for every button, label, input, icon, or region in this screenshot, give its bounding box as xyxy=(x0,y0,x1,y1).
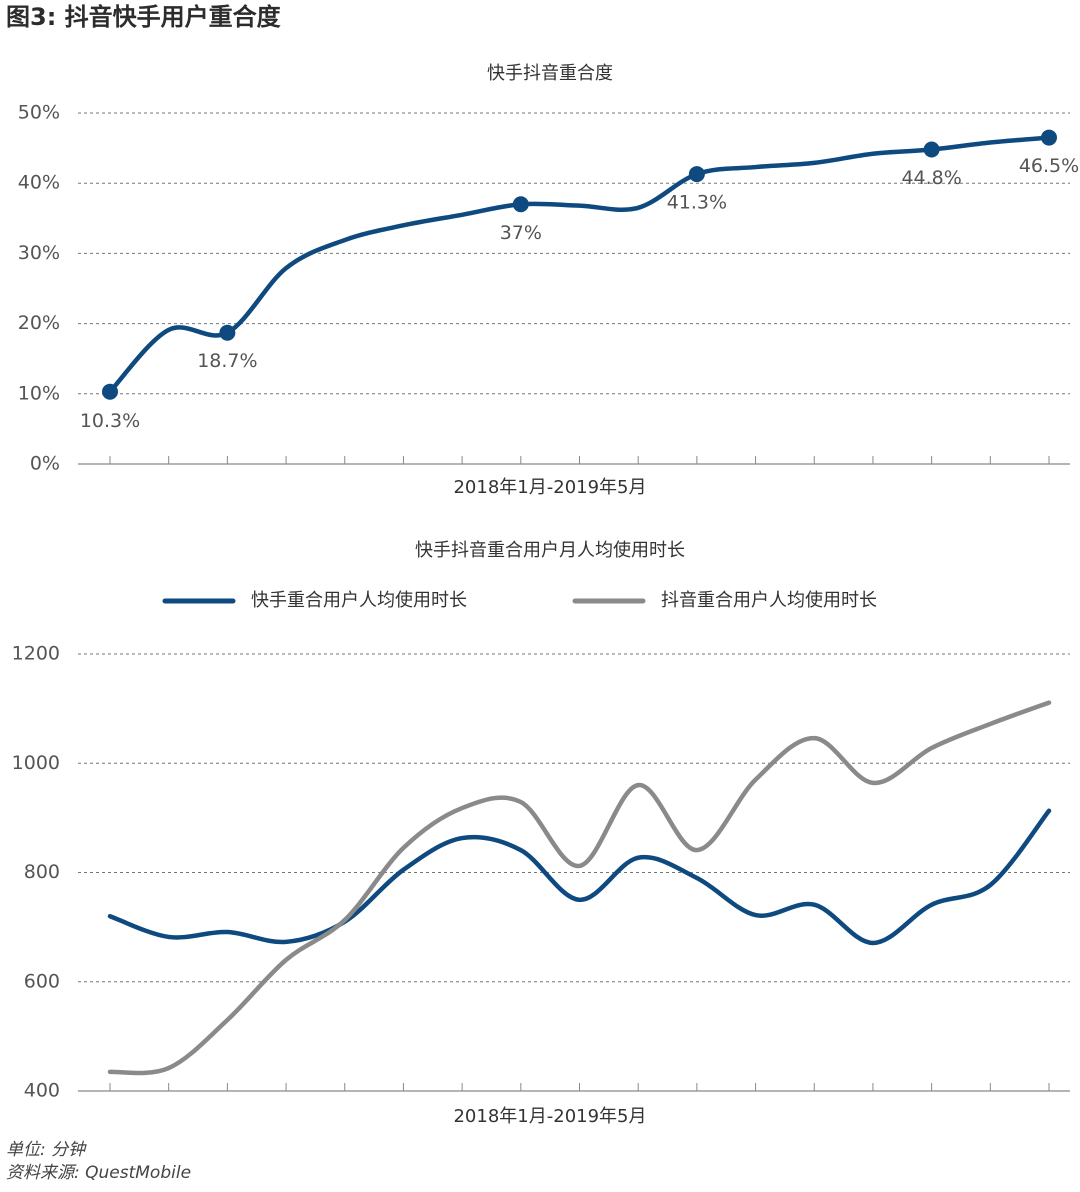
y-tick-label: 600 xyxy=(24,970,60,992)
y-tick-label: 30% xyxy=(18,242,60,264)
unit-note: 单位: 分钟 xyxy=(6,1140,87,1160)
figure-title: 图3: 抖音快手用户重合度 xyxy=(6,3,282,31)
data-marker xyxy=(1041,129,1057,146)
series-line xyxy=(107,700,1052,1076)
y-tick-label: 20% xyxy=(18,312,60,334)
y-tick-label: 400 xyxy=(24,1080,60,1102)
x-axis-label: 2018年1月-2019年5月 xyxy=(453,477,646,498)
y-tick-label: 40% xyxy=(18,172,60,194)
y-tick-label: 10% xyxy=(18,382,60,404)
data-label: 44.8% xyxy=(901,167,961,189)
source-note: 资料来源: QuestMobile xyxy=(6,1163,191,1183)
data-marker xyxy=(102,383,118,400)
legend-label: 快手重合用户人均使用时长 xyxy=(251,590,467,611)
y-tick-label: 1200 xyxy=(12,643,60,665)
y-tick-label: 1000 xyxy=(12,752,60,774)
series-line xyxy=(107,808,1052,946)
data-marker xyxy=(688,166,705,183)
data-marker xyxy=(219,324,236,341)
x-axis-label: 2018年1月-2019年5月 xyxy=(453,1106,646,1127)
y-tick-label: 0% xyxy=(30,453,60,475)
data-label: 37% xyxy=(500,222,542,244)
data-label: 46.5% xyxy=(1019,155,1079,177)
data-label: 41.3% xyxy=(667,192,727,214)
y-tick-label: 50% xyxy=(18,102,60,124)
legend-label: 抖音重合用户人均使用时长 xyxy=(661,590,877,611)
data-label: 10.3% xyxy=(80,410,140,432)
chart-title: 快手抖音重合度 xyxy=(487,63,613,84)
chart-title: 快手抖音重合用户月人均使用时长 xyxy=(415,540,685,561)
data-marker xyxy=(923,141,940,158)
y-tick-label: 800 xyxy=(24,861,60,883)
series-line xyxy=(107,135,1052,394)
data-marker xyxy=(512,196,529,213)
data-label: 18.7% xyxy=(197,350,257,372)
